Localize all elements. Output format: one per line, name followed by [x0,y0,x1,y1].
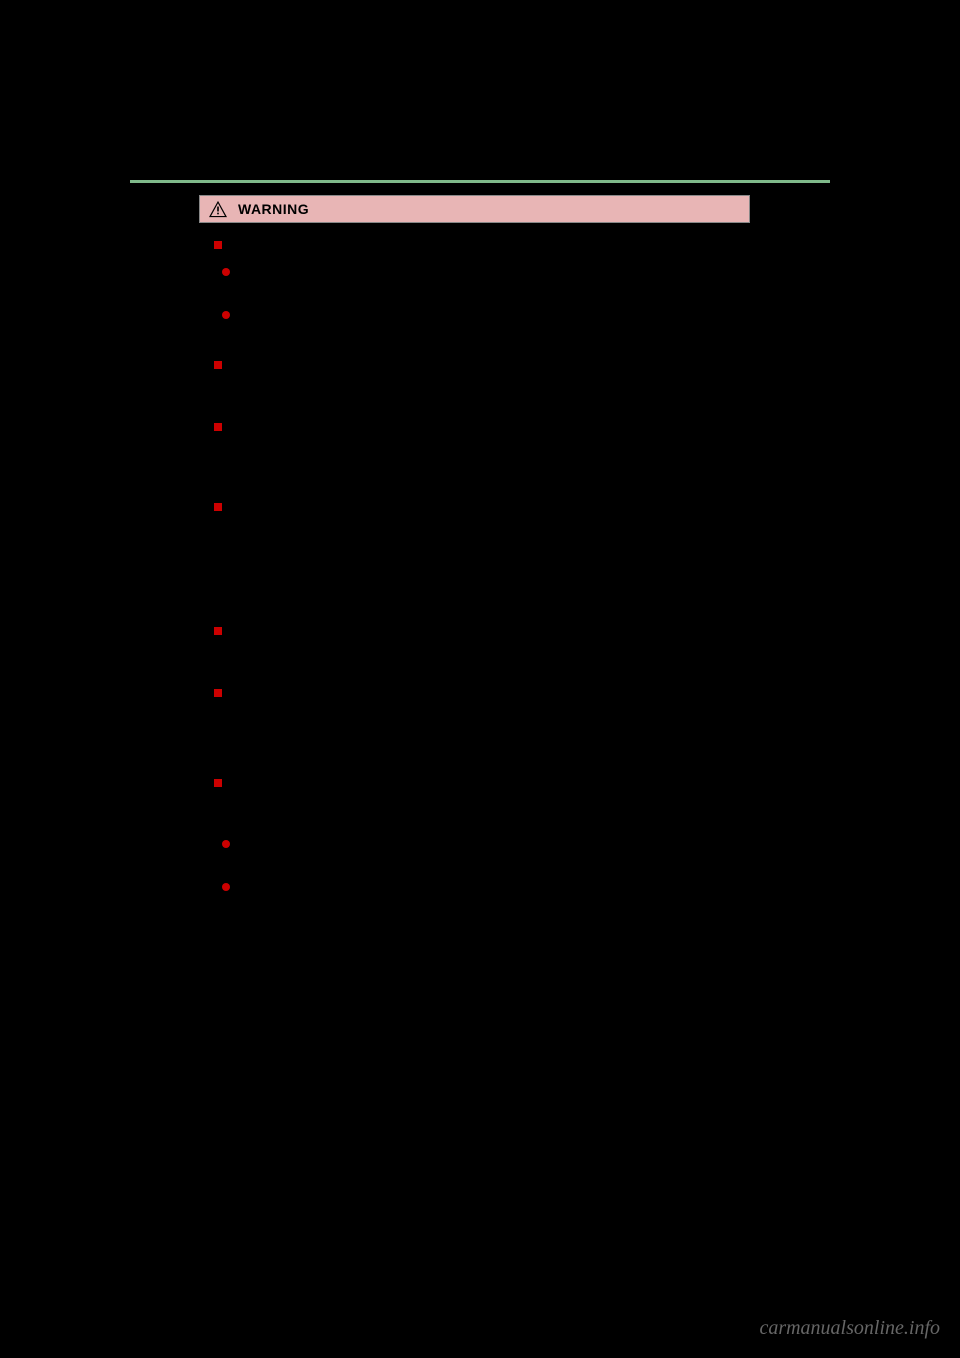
warning-label: WARNING [238,201,309,217]
warning-header: WARNING [199,195,750,223]
section-marker-icon [214,503,222,511]
section-row [214,499,750,511]
section-marker-icon [214,627,222,635]
watermark: carmanualsonline.info [759,1317,940,1340]
section-row [214,419,750,431]
bullet-marker-icon [222,840,230,848]
bullet-row [214,878,750,891]
section-row [214,685,750,697]
warning-triangle-icon [208,200,228,218]
section-row [214,775,750,787]
section-marker-icon [214,423,222,431]
bullet-row [214,835,750,848]
section-marker-icon [214,361,222,369]
content-area [0,223,960,891]
header-spacer [0,0,960,180]
bullet-row [214,263,750,276]
page-container: WARNING [0,0,960,1358]
section-row [214,357,750,369]
bullet-marker-icon [222,268,230,276]
section-row [214,623,750,635]
bullet-marker-icon [222,311,230,319]
section-marker-icon [214,689,222,697]
bullet-row [214,306,750,319]
section-marker-icon [214,241,222,249]
section-marker-icon [214,779,222,787]
section-row [214,237,750,249]
section-divider [130,180,830,183]
bullet-marker-icon [222,883,230,891]
